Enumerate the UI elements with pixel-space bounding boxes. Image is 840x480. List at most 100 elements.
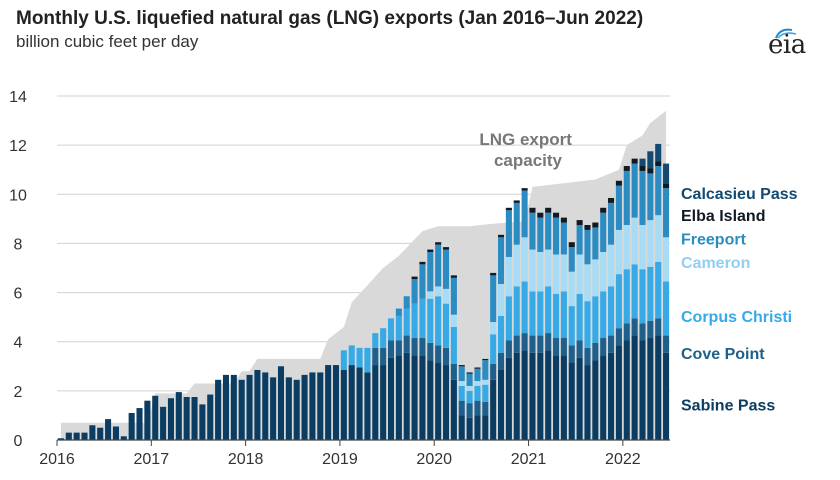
bar-segment xyxy=(513,335,520,353)
bar-segment xyxy=(136,408,143,440)
bar-segment xyxy=(639,323,646,341)
bar-segment xyxy=(57,438,64,440)
y-axis-unit-label: billion cubic feet per day xyxy=(16,32,199,51)
bar-segment xyxy=(317,372,324,440)
bar-segment xyxy=(81,432,88,440)
bar-segment xyxy=(380,328,387,348)
eia-logo-arc-icon xyxy=(775,28,797,39)
bar-segment xyxy=(458,381,465,386)
bar-segment xyxy=(419,338,426,356)
bar-segment xyxy=(647,220,654,267)
bar-segment xyxy=(513,202,520,245)
bar-segment xyxy=(529,335,536,353)
bar-segment xyxy=(576,220,583,225)
bar-segment xyxy=(655,261,662,319)
bar-segment xyxy=(411,355,418,440)
bar-segment xyxy=(466,390,473,404)
bar-segment xyxy=(545,350,552,440)
bar-segment xyxy=(458,366,465,382)
bar-segment xyxy=(584,347,591,366)
x-ticks: 2016 2017 2018 2019 2020 2021 2022 xyxy=(39,440,641,468)
bar-segment xyxy=(655,143,662,162)
bar-segment xyxy=(403,335,410,353)
bar-segment xyxy=(73,432,80,440)
bar-segment xyxy=(537,291,544,336)
y-tick-label: 4 xyxy=(14,335,23,352)
capacity-label: LNG export capacity xyxy=(479,130,576,170)
bar-segment xyxy=(600,207,607,213)
bar-segment xyxy=(215,379,222,440)
bar-segment xyxy=(608,352,615,440)
bar-segment xyxy=(450,275,457,278)
bar-segment xyxy=(458,400,465,416)
bar-segment xyxy=(482,379,489,385)
bar-segment xyxy=(474,368,481,382)
bar-segment xyxy=(615,328,622,346)
bar-segment xyxy=(584,365,591,440)
bar-segment xyxy=(474,385,481,401)
bar-segment xyxy=(560,338,567,356)
x-tick-label: 2017 xyxy=(134,451,170,468)
bar-segment xyxy=(65,432,72,440)
bar-segment xyxy=(600,355,607,440)
bar-segment xyxy=(427,249,434,253)
bar-segment xyxy=(584,225,591,230)
eia-logo: eia xyxy=(768,30,806,60)
bar-segment xyxy=(568,362,575,440)
bar-segment xyxy=(560,217,567,223)
bar-segment xyxy=(450,314,457,327)
bar-segment xyxy=(529,352,536,440)
bar-segment xyxy=(663,163,670,184)
bar-segment xyxy=(655,335,662,440)
bar-segment xyxy=(647,266,654,321)
bar-segment xyxy=(537,212,544,218)
bar-segment xyxy=(474,415,481,440)
bar-segment xyxy=(615,229,622,275)
bar-segment xyxy=(387,318,395,341)
bar-segment xyxy=(419,298,426,339)
bar-segment xyxy=(340,350,347,370)
bar-segment xyxy=(230,374,237,440)
bar-segment xyxy=(584,301,591,348)
bar-segment xyxy=(372,333,379,348)
bar-segment xyxy=(458,365,465,367)
x-tick-label: 2016 xyxy=(39,451,75,468)
bar-segment xyxy=(435,362,442,440)
bar-segment xyxy=(474,381,481,386)
bar-segment xyxy=(576,340,583,358)
bar-segment xyxy=(545,212,552,250)
x-tick-label: 2019 xyxy=(322,451,358,468)
bar-segment xyxy=(600,338,607,356)
bar-segment xyxy=(505,210,512,257)
bar-segment xyxy=(364,372,371,440)
bar-segment xyxy=(647,320,654,339)
legend-label: Freeport xyxy=(681,232,747,249)
bar-segment xyxy=(442,365,450,440)
bar-segment xyxy=(474,400,481,416)
bar-segment xyxy=(450,277,457,315)
bar-segment xyxy=(435,242,442,245)
bar-segment xyxy=(490,272,497,276)
bar-segment xyxy=(254,369,261,440)
bar-segment xyxy=(600,212,607,253)
bar-segment xyxy=(490,322,497,335)
bar-segment xyxy=(545,207,552,213)
bar-segment xyxy=(356,367,363,440)
bar-segment xyxy=(435,345,442,363)
bar-segment xyxy=(560,254,567,292)
x-tick-label: 2022 xyxy=(605,451,641,468)
bar-segment xyxy=(490,363,497,380)
bar-segment xyxy=(529,212,536,250)
bar-segment xyxy=(513,286,520,336)
bar-segment xyxy=(144,400,151,440)
bar-segment xyxy=(537,335,544,353)
y-tick-label: 14 xyxy=(9,89,27,106)
bar-segment xyxy=(647,168,654,174)
y-tick-label: 12 xyxy=(9,138,27,155)
bar-segment xyxy=(403,308,410,336)
bar-segment xyxy=(246,374,253,440)
bar-segment xyxy=(639,170,646,225)
bar-segment xyxy=(513,244,520,287)
bar-segment xyxy=(631,318,638,336)
